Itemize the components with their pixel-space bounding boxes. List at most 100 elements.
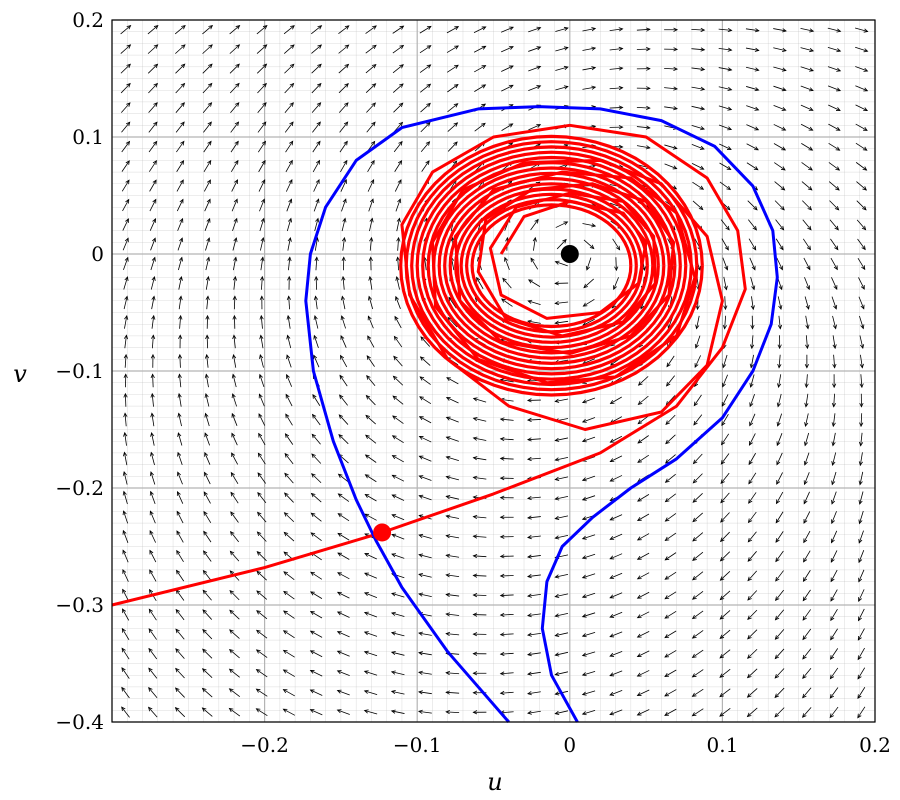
field-arrow — [581, 631, 596, 638]
field-arrow — [148, 647, 158, 660]
field-arrow — [474, 84, 487, 92]
field-arrow — [665, 414, 676, 425]
field-arrow — [204, 198, 211, 212]
field-arrow — [445, 670, 460, 676]
field-arrow — [472, 710, 487, 715]
field-arrow — [205, 237, 211, 251]
field-arrow — [201, 687, 213, 698]
field-arrow — [528, 124, 542, 131]
field-arrow — [202, 550, 212, 562]
field-arrow — [609, 455, 623, 463]
field-arrow — [532, 236, 537, 251]
field-arrow — [664, 27, 679, 32]
field-arrow — [723, 296, 728, 311]
field-arrow — [313, 315, 319, 329]
field-arrow — [391, 553, 405, 559]
field-arrow — [830, 648, 839, 660]
field-arrow — [691, 67, 706, 72]
field-arrow — [418, 455, 432, 462]
field-arrow — [585, 257, 592, 271]
field-arrow — [747, 609, 758, 621]
field-arrow — [311, 453, 322, 464]
field-arrow — [581, 709, 596, 716]
field-arrow — [151, 334, 156, 349]
field-arrow — [554, 593, 569, 598]
field-arrow — [203, 179, 211, 192]
field-arrow — [121, 121, 131, 133]
field-arrow — [526, 398, 541, 403]
field-arrow — [232, 353, 237, 368]
field-arrow — [664, 473, 676, 483]
x-tick-label: 0.2 — [859, 733, 891, 757]
field-arrow — [636, 513, 650, 521]
field-arrow — [177, 392, 182, 407]
field-arrow — [664, 493, 677, 503]
field-arrow — [636, 552, 650, 560]
field-arrow — [777, 374, 782, 389]
field-arrow — [363, 631, 378, 637]
field-arrow — [445, 397, 459, 404]
field-arrow — [419, 25, 432, 34]
field-arrow — [528, 26, 542, 33]
field-arrow — [257, 491, 267, 504]
field-arrow — [122, 549, 129, 563]
field-arrow — [232, 237, 238, 251]
field-arrow — [176, 159, 185, 172]
field-arrow — [719, 688, 731, 698]
field-arrow — [340, 179, 347, 192]
field-arrow — [802, 238, 811, 251]
field-arrow — [175, 569, 185, 582]
field-arrow — [664, 611, 677, 619]
field-arrow — [556, 238, 567, 250]
blue-separatrix-left — [304, 105, 779, 723]
field-arrow — [664, 513, 677, 522]
field-arrow — [147, 44, 159, 54]
field-arrow — [363, 670, 378, 676]
field-arrow — [636, 145, 651, 150]
field-arrow — [338, 63, 350, 74]
field-arrow — [472, 651, 487, 656]
field-arrow — [311, 63, 322, 74]
field-arrow — [285, 373, 293, 387]
field-arrow — [286, 354, 292, 368]
field-arrow — [177, 353, 183, 368]
field-arrow — [665, 434, 676, 445]
field-arrow — [745, 47, 760, 52]
field-arrow — [256, 551, 267, 562]
field-arrow — [830, 628, 838, 641]
field-arrow — [311, 102, 322, 113]
field-arrow — [723, 276, 728, 291]
field-arrow — [502, 277, 512, 289]
field-arrow — [122, 569, 129, 582]
field-arrow — [694, 355, 701, 368]
field-arrow — [447, 141, 458, 152]
field-arrow — [691, 591, 704, 600]
field-arrow — [391, 455, 404, 463]
field-arrow — [800, 85, 814, 92]
field-arrow — [719, 708, 731, 717]
field-arrow — [390, 709, 405, 714]
field-arrow — [828, 142, 841, 151]
field-arrow — [229, 24, 241, 35]
field-arrow — [420, 83, 432, 93]
field-arrow — [777, 354, 782, 369]
field-arrow — [203, 140, 212, 153]
field-arrow — [369, 217, 374, 232]
field-arrow — [122, 608, 130, 621]
field-arrow — [149, 471, 156, 485]
field-arrow — [722, 354, 728, 369]
plot-border — [111, 19, 876, 723]
field-arrow — [528, 65, 542, 72]
field-arrow — [150, 373, 155, 388]
field-arrow — [829, 687, 839, 699]
field-arrow — [336, 650, 350, 657]
field-arrow — [285, 140, 294, 153]
field-arrow — [829, 667, 839, 680]
field-arrow — [174, 24, 186, 35]
field-arrow — [312, 140, 321, 153]
field-arrow — [830, 550, 838, 563]
field-arrow — [582, 298, 595, 307]
field-arrow — [121, 140, 131, 153]
field-arrow — [855, 142, 868, 151]
field-arrow — [527, 632, 541, 637]
